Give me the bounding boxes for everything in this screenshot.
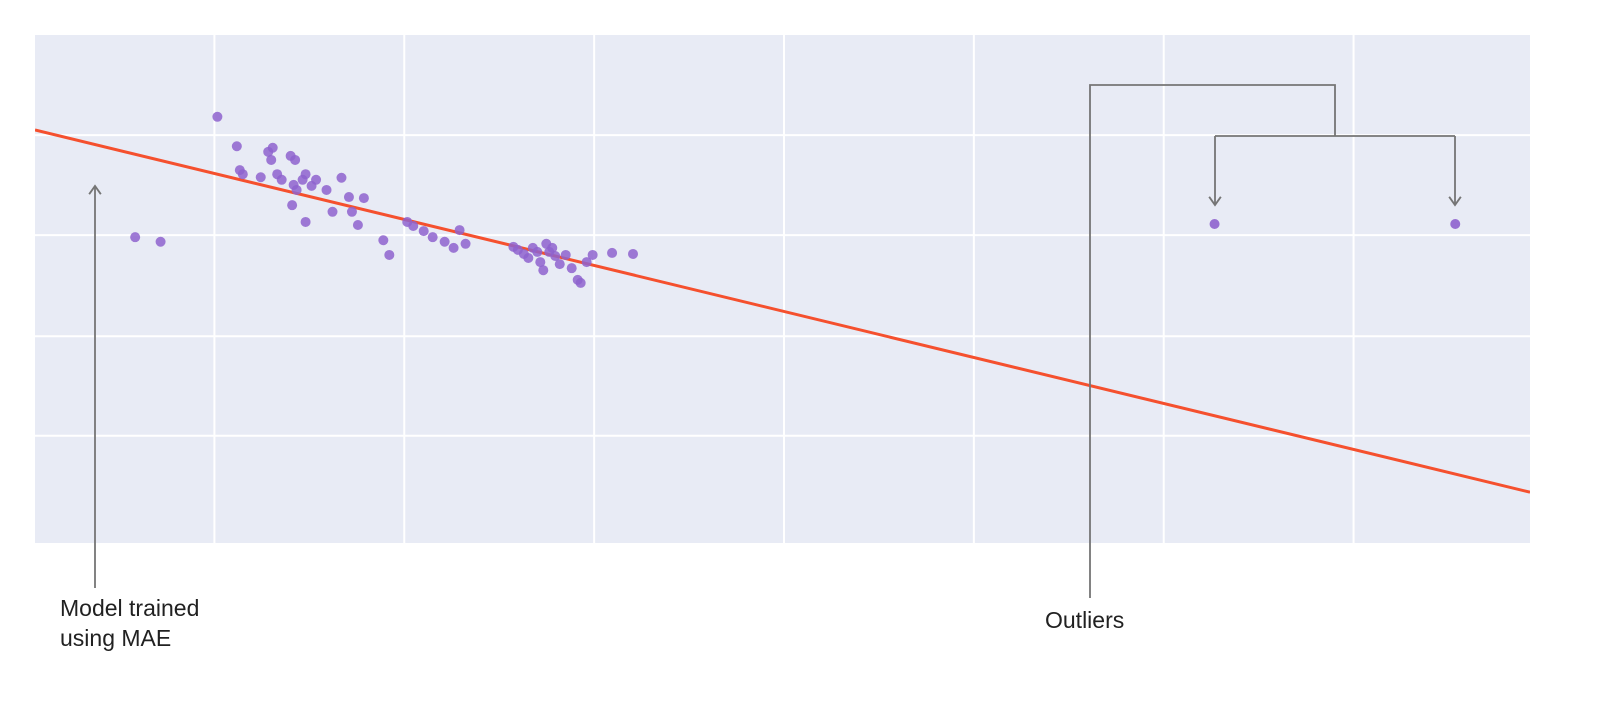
scatter-point (343, 192, 354, 203)
scatter-point (327, 206, 338, 217)
scatter-point (439, 236, 450, 247)
scatter-point (448, 242, 459, 253)
scatter-point (267, 142, 278, 153)
outlier-point (1209, 218, 1220, 229)
scatter-point (532, 246, 543, 257)
plot-area (35, 35, 1530, 543)
scatter-point (352, 219, 363, 230)
scatter-point (321, 184, 332, 195)
scatter-point (535, 257, 546, 268)
annotation-label-outliers: Outliers (1045, 607, 1125, 633)
scatter-point (237, 169, 248, 180)
scatter-point (290, 154, 301, 165)
scatter-point (287, 200, 298, 211)
scatter-point (300, 169, 311, 180)
scatter-point (607, 247, 618, 258)
scatter-point (560, 249, 571, 260)
scatter-point (628, 248, 638, 259)
scatter-point (346, 206, 357, 217)
scatter-point (155, 236, 166, 247)
scatter-point (575, 277, 586, 288)
regression-line (35, 128, 1530, 494)
scatter-point (587, 249, 598, 260)
scatter-point (231, 141, 242, 152)
scatter-point (384, 249, 395, 260)
scatter-point (418, 226, 429, 237)
scatter-point (523, 253, 534, 264)
scatter-point (408, 221, 419, 232)
scatter-plot-svg (35, 35, 1530, 543)
scatter-point (255, 172, 266, 183)
scatter-point (538, 265, 549, 276)
scatter-point (378, 235, 389, 246)
scatter-point (291, 184, 302, 195)
scatter-point (212, 111, 223, 122)
scatter-point (266, 154, 277, 165)
scatter-point (581, 257, 592, 268)
scatter-point (276, 174, 287, 185)
scatter-point (130, 232, 141, 243)
scatter-point (311, 174, 322, 185)
annotation-label-mae: Model trained using MAE (60, 595, 200, 651)
scatter-point (454, 225, 465, 236)
scatter-point (550, 250, 561, 261)
scatter-point (566, 263, 577, 274)
scatter-point (427, 232, 438, 243)
scatter-point (300, 216, 311, 227)
scatter-point (336, 172, 347, 183)
scatter-point (547, 242, 558, 253)
scatter-point (358, 193, 369, 204)
scatter-point (554, 259, 565, 270)
outlier-point (1450, 218, 1461, 229)
scatter-point (460, 238, 471, 249)
